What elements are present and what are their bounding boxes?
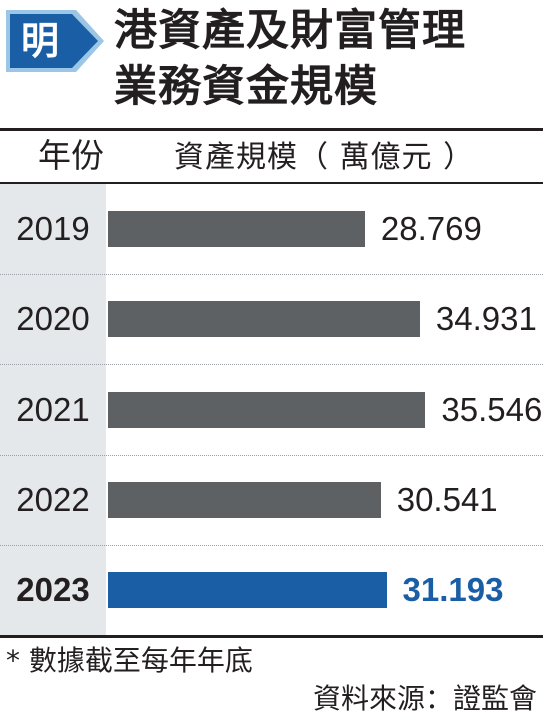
year-column-band (0, 184, 106, 635)
source-credit: 資料來源：證監會 (312, 682, 537, 715)
value-label: 35.546 (441, 390, 543, 428)
row-divider (0, 544, 543, 546)
value-label: 31.193 (402, 570, 504, 608)
bar-2023 (108, 571, 387, 608)
bottom-rule (0, 635, 543, 638)
year-label: 2021 (16, 390, 90, 428)
bar-2020 (108, 301, 420, 338)
footnote: * 數據截至每年年底 (6, 644, 253, 677)
row-divider (0, 454, 543, 456)
value-label: 28.769 (380, 210, 482, 248)
top-rule (0, 128, 543, 131)
brand-logo-char: 明 (21, 18, 59, 63)
value-label: 34.931 (435, 300, 537, 338)
value-label: 30.541 (396, 480, 498, 518)
header-rule (0, 182, 543, 184)
assets-column-header: 資產規模（ 萬億元 ） (174, 140, 475, 175)
year-label: 2020 (16, 300, 90, 338)
year-label: 2023 (16, 570, 90, 608)
brand-logo: 明 (6, 10, 104, 72)
year-label: 2022 (16, 480, 90, 518)
row-divider (0, 274, 543, 276)
row-divider (0, 364, 543, 366)
year-label: 2019 (16, 210, 90, 248)
chart-title-line-2: 業務資金規模 (114, 62, 378, 112)
bar-2019 (108, 211, 365, 248)
bar-2021 (108, 391, 426, 428)
chart-title-line-1: 港資產及財富管理 (114, 6, 466, 56)
bar-2022 (108, 481, 381, 518)
year-column-header: 年份 (38, 137, 104, 174)
